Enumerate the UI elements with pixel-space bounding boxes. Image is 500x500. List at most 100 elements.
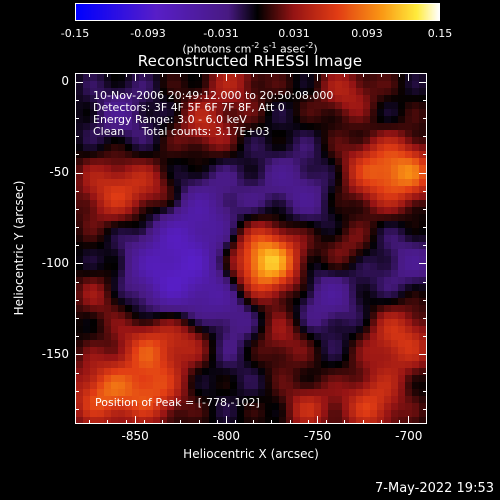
heatmap-cell — [160, 291, 168, 299]
heatmap-cell — [146, 354, 154, 362]
heatmap-cell — [181, 123, 189, 131]
heatmap-cell — [188, 165, 196, 173]
heatmap-cell — [202, 242, 210, 250]
heatmap-cell — [391, 137, 399, 145]
heatmap-cell — [216, 340, 224, 348]
heatmap-cell — [237, 249, 245, 257]
heatmap-cell — [97, 81, 105, 89]
heatmap-cell — [83, 172, 91, 180]
heatmap-cell — [209, 172, 217, 180]
heatmap-cell — [237, 340, 245, 348]
heatmap-cell — [335, 270, 343, 278]
heatmap-cell — [321, 207, 329, 215]
heatmap-cell — [237, 410, 245, 418]
heatmap-cell — [321, 417, 329, 423]
heatmap-cell — [76, 186, 84, 194]
heatmap-cell — [104, 235, 112, 243]
heatmap-cell — [384, 200, 392, 208]
heatmap-cell — [307, 186, 315, 194]
heatmap-cell — [356, 333, 364, 341]
heatmap-cell — [104, 137, 112, 145]
heatmap-cell — [181, 186, 189, 194]
heatmap-cell — [356, 256, 364, 264]
heatmap-cell — [195, 382, 203, 390]
heatmap-cell — [349, 221, 357, 229]
heatmap-cell — [167, 165, 175, 173]
heatmap-cell — [293, 158, 301, 166]
heatmap-cell — [244, 368, 252, 376]
heatmap-cell — [209, 151, 217, 159]
heatmap-cell — [272, 319, 280, 327]
heatmap-cell — [90, 116, 98, 124]
heatmap-cell — [251, 137, 259, 145]
heatmap-cell — [195, 263, 203, 271]
heatmap-cell — [321, 277, 329, 285]
heatmap-cell — [349, 158, 357, 166]
heatmap-cell — [363, 333, 371, 341]
heatmap-cell — [356, 368, 364, 376]
heatmap-cell — [335, 333, 343, 341]
heatmap-cell — [202, 382, 210, 390]
heatmap-cell — [419, 396, 426, 404]
heatmap-cell — [244, 354, 252, 362]
heatmap-cell — [216, 172, 224, 180]
heatmap-cell — [398, 347, 406, 355]
heatmap-cell — [398, 123, 406, 131]
heatmap-cell — [216, 417, 224, 423]
heatmap-cell — [300, 333, 308, 341]
heatmap-cell — [230, 312, 238, 320]
x-minor-tick — [216, 73, 218, 77]
heatmap-cell — [356, 179, 364, 187]
heatmap-cell — [104, 403, 112, 411]
heatmap-cell — [307, 396, 315, 404]
heatmap-cell — [335, 326, 343, 334]
heatmap-cell — [209, 277, 217, 285]
heatmap-cell — [349, 165, 357, 173]
heatmap-cell — [97, 319, 105, 327]
heatmap-cell — [272, 312, 280, 320]
heatmap-cell — [314, 95, 322, 103]
heatmap-cell — [195, 179, 203, 187]
heatmap-cell — [286, 263, 294, 271]
heatmap-cell — [419, 277, 426, 285]
heatmap-cell — [412, 277, 420, 285]
heatmap-cell — [244, 116, 252, 124]
heatmap-cell — [83, 361, 91, 369]
heatmap-cell — [328, 333, 336, 341]
heatmap-cell — [111, 249, 119, 257]
heatmap-cell — [153, 375, 161, 383]
heatmap-cell — [356, 403, 364, 411]
heatmap-cell — [181, 116, 189, 124]
heatmap-cell — [146, 165, 154, 173]
heatmap-cell — [307, 242, 315, 250]
heatmap-cell — [209, 382, 217, 390]
heatmap-cell — [377, 158, 385, 166]
heatmap-cell — [160, 242, 168, 250]
heatmap-cell — [321, 123, 329, 131]
heatmap-cell — [76, 312, 84, 320]
heatmap-cell — [202, 165, 210, 173]
heatmap-cell — [391, 95, 399, 103]
heatmap-cell — [370, 179, 378, 187]
heatmap-cell — [377, 319, 385, 327]
heatmap-cell — [391, 235, 399, 243]
heatmap-cell — [349, 417, 357, 423]
heatmap-cell — [307, 361, 315, 369]
heatmap-cell — [97, 158, 105, 166]
heatmap-cell — [286, 298, 294, 306]
heatmap-cell — [349, 88, 357, 96]
heatmap-cell — [363, 81, 371, 89]
heatmap-cell — [279, 389, 287, 397]
heatmap-cell — [139, 186, 147, 194]
heatmap-cell — [202, 417, 210, 423]
heatmap-cell — [83, 88, 91, 96]
heatmap-cell — [97, 298, 105, 306]
heatmap-cell — [139, 291, 147, 299]
heatmap-cell — [405, 207, 413, 215]
heatmap-cell — [237, 116, 245, 124]
heatmap-cell — [125, 403, 133, 411]
heatmap-cell — [139, 347, 147, 355]
heatmap-cell — [293, 151, 301, 159]
heatmap-cell — [272, 270, 280, 278]
heatmap-cell — [328, 312, 336, 320]
